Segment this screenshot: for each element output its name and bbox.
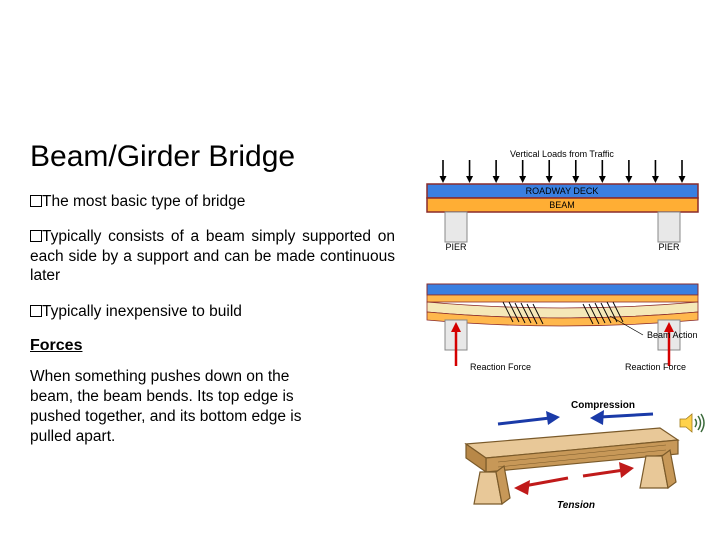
d3-tension-left-arrow xyxy=(514,478,568,495)
d1-beam-label: BEAM xyxy=(549,200,575,210)
forces-heading: Forces xyxy=(30,337,395,355)
d3-tension-label: Tension xyxy=(557,500,595,511)
square-bullet-icon xyxy=(30,230,42,242)
d1-pier-right-label: PIER xyxy=(658,242,680,252)
d1-pier-left-label: PIER xyxy=(445,242,467,252)
d2-reaction-right-label: Reaction Force xyxy=(625,362,686,372)
d2-beam-top xyxy=(427,295,698,302)
bullet-1: The most basic type of bridge xyxy=(30,192,395,211)
square-bullet-icon xyxy=(30,195,42,207)
d2-reaction-left-label: Reaction Force xyxy=(470,362,531,372)
d1-pier-left xyxy=(445,212,467,242)
d3-compression-left-arrow xyxy=(498,411,560,425)
bullet-2: Typically consists of a beam simply supp… xyxy=(30,227,395,285)
d1-pier-right xyxy=(658,212,680,242)
diagram-beam-action: Beam Action Reaction Force Reaction Forc… xyxy=(425,278,700,378)
d2-action-label: Beam Action xyxy=(647,330,698,340)
d3-support-left xyxy=(474,466,510,504)
d1-top-label: Vertical Loads from Traffic xyxy=(510,149,614,159)
forces-paragraph: When something pushes down on the beam, … xyxy=(30,367,330,448)
square-bullet-icon xyxy=(30,305,42,317)
bullet-2-text: Typically consists of a beam simply supp… xyxy=(30,228,395,284)
sound-icon[interactable] xyxy=(678,411,706,435)
d3-tension-right-arrow xyxy=(583,462,634,478)
d1-load-arrows xyxy=(440,160,686,183)
diagram-vertical-loads: Vertical Loads from Traffic ROADWAY DECK… xyxy=(425,148,700,258)
d3-compression-right-arrow xyxy=(590,410,653,425)
d1-deck-label: ROADWAY DECK xyxy=(526,186,599,196)
diagram-compression-tension: Compression xyxy=(438,396,688,521)
bullet-3-text: Typically inexpensive to build xyxy=(42,303,242,320)
d2-deck xyxy=(427,284,698,295)
d3-compression-label: Compression xyxy=(571,400,635,411)
text-column: The most basic type of bridge Typically … xyxy=(30,192,395,447)
bullet-3: Typically inexpensive to build xyxy=(30,302,395,321)
bullet-1-text: The most basic type of bridge xyxy=(42,193,245,210)
